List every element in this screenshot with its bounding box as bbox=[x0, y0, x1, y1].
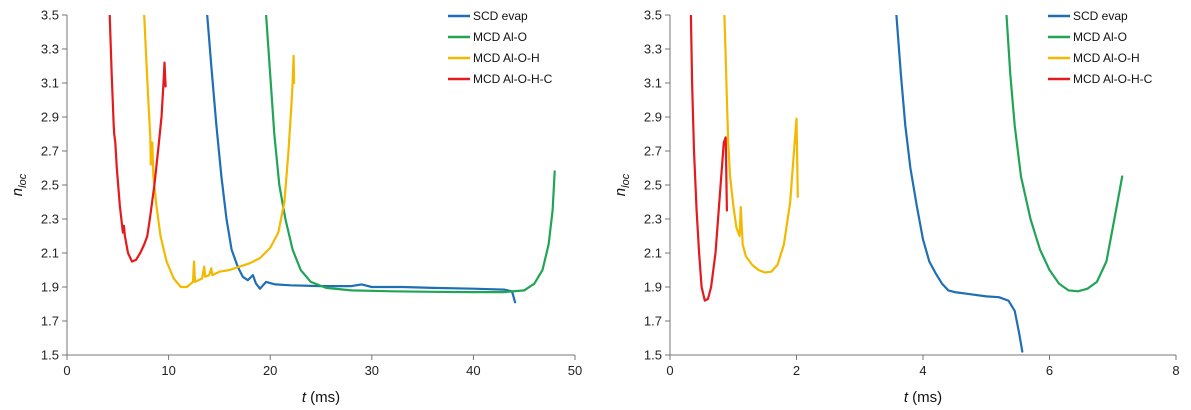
x-tick-label: 8 bbox=[1172, 363, 1179, 378]
y-tick-label: 2.5 bbox=[41, 178, 59, 193]
x-axis-label: t (ms) bbox=[302, 389, 340, 406]
x-tick-label: 20 bbox=[263, 363, 277, 378]
y-tick-label: 1.7 bbox=[644, 314, 662, 329]
y-tick-label: 3.1 bbox=[41, 76, 59, 91]
x-tick-label: 2 bbox=[793, 363, 800, 378]
x-axis-label-unit: (ms) bbox=[908, 389, 942, 406]
series-line-scd-evap bbox=[206, 15, 517, 304]
legend-label: MCD Al-O-H-C bbox=[473, 72, 553, 86]
y-tick-label: 1.9 bbox=[41, 280, 59, 295]
x-axis-label-unit: (ms) bbox=[306, 389, 340, 406]
legend-label: MCD Al-O bbox=[473, 30, 527, 44]
legend-label: SCD evap bbox=[473, 9, 528, 23]
y-axis-label: nloc bbox=[9, 173, 29, 196]
x-tick-label: 30 bbox=[365, 363, 379, 378]
y-tick-label: 2.9 bbox=[41, 110, 59, 125]
series-line-scd-evap bbox=[895, 15, 1024, 353]
x-tick-label: 0 bbox=[666, 363, 673, 378]
series-line-mcd-al-o-h-c bbox=[108, 15, 167, 263]
y-tick-label: 3.3 bbox=[644, 42, 662, 57]
y-tick-label: 2.5 bbox=[644, 178, 662, 193]
series-line-mcd-al-o bbox=[1005, 15, 1124, 293]
y-tick-label: 2.1 bbox=[644, 246, 662, 261]
y-tick-label: 1.5 bbox=[644, 348, 662, 363]
y-tick-label: 2.3 bbox=[644, 212, 662, 227]
y-axis-label-base: n bbox=[612, 188, 629, 196]
series-line-mcd-al-o-h-c bbox=[689, 15, 728, 302]
x-axis-label: t (ms) bbox=[904, 389, 942, 406]
series-group bbox=[689, 15, 1124, 353]
y-axis-label-sub: loc bbox=[17, 173, 29, 188]
y-tick-label: 3.1 bbox=[644, 76, 662, 91]
series-group bbox=[108, 15, 556, 304]
series-line-mcd-al-o-h bbox=[143, 15, 296, 289]
series-line-mcd-al-o bbox=[265, 15, 556, 294]
y-tick-label: 3.5 bbox=[41, 8, 59, 23]
legend-label: SCD evap bbox=[1073, 9, 1128, 23]
legend-label: MCD Al-O-H bbox=[473, 51, 540, 65]
y-tick-label: 1.9 bbox=[644, 280, 662, 295]
x-tick-label: 6 bbox=[1046, 363, 1053, 378]
x-tick-label: 50 bbox=[568, 363, 582, 378]
y-tick-label: 2.1 bbox=[41, 246, 59, 261]
x-tick-label: 0 bbox=[63, 363, 70, 378]
legend-label: MCD Al-O-H-C bbox=[1073, 72, 1153, 86]
chart-left: 1.5 1.7 1.9 2.1 2.3 2.5 2.7 2.9 3.1 3.3 3.5 0 10 20 30… bbox=[9, 8, 582, 407]
y-axis-label-sub: loc bbox=[620, 173, 632, 188]
y-axis-label: nloc bbox=[612, 173, 632, 196]
y-tick-label: 2.7 bbox=[644, 144, 662, 159]
series-line-mcd-al-o-h bbox=[723, 15, 799, 274]
chart-right: 1.5 1.7 1.9 2.1 2.3 2.5 2.7 2.9 3.1 3.3 3.5 0 2 4 6 8 t … bbox=[612, 8, 1180, 407]
y-tick-label: 2.9 bbox=[644, 110, 662, 125]
y-axis-label-base: n bbox=[9, 188, 26, 196]
x-axis-label-var: t bbox=[302, 389, 307, 406]
y-tick-label: 1.7 bbox=[41, 314, 59, 329]
legend-label: MCD Al-O-H bbox=[1073, 51, 1140, 65]
y-tick-label: 1.5 bbox=[41, 348, 59, 363]
x-tick-label: 40 bbox=[466, 363, 480, 378]
y-tick-label: 2.7 bbox=[41, 144, 59, 159]
x-axis-label-var: t bbox=[904, 389, 909, 406]
legend-label: MCD Al-O bbox=[1073, 30, 1127, 44]
y-tick-label: 3.5 bbox=[644, 8, 662, 23]
y-tick-label: 2.3 bbox=[41, 212, 59, 227]
x-tick-label: 4 bbox=[919, 363, 926, 378]
y-tick-label: 3.3 bbox=[41, 42, 59, 57]
x-tick-label: 10 bbox=[161, 363, 175, 378]
